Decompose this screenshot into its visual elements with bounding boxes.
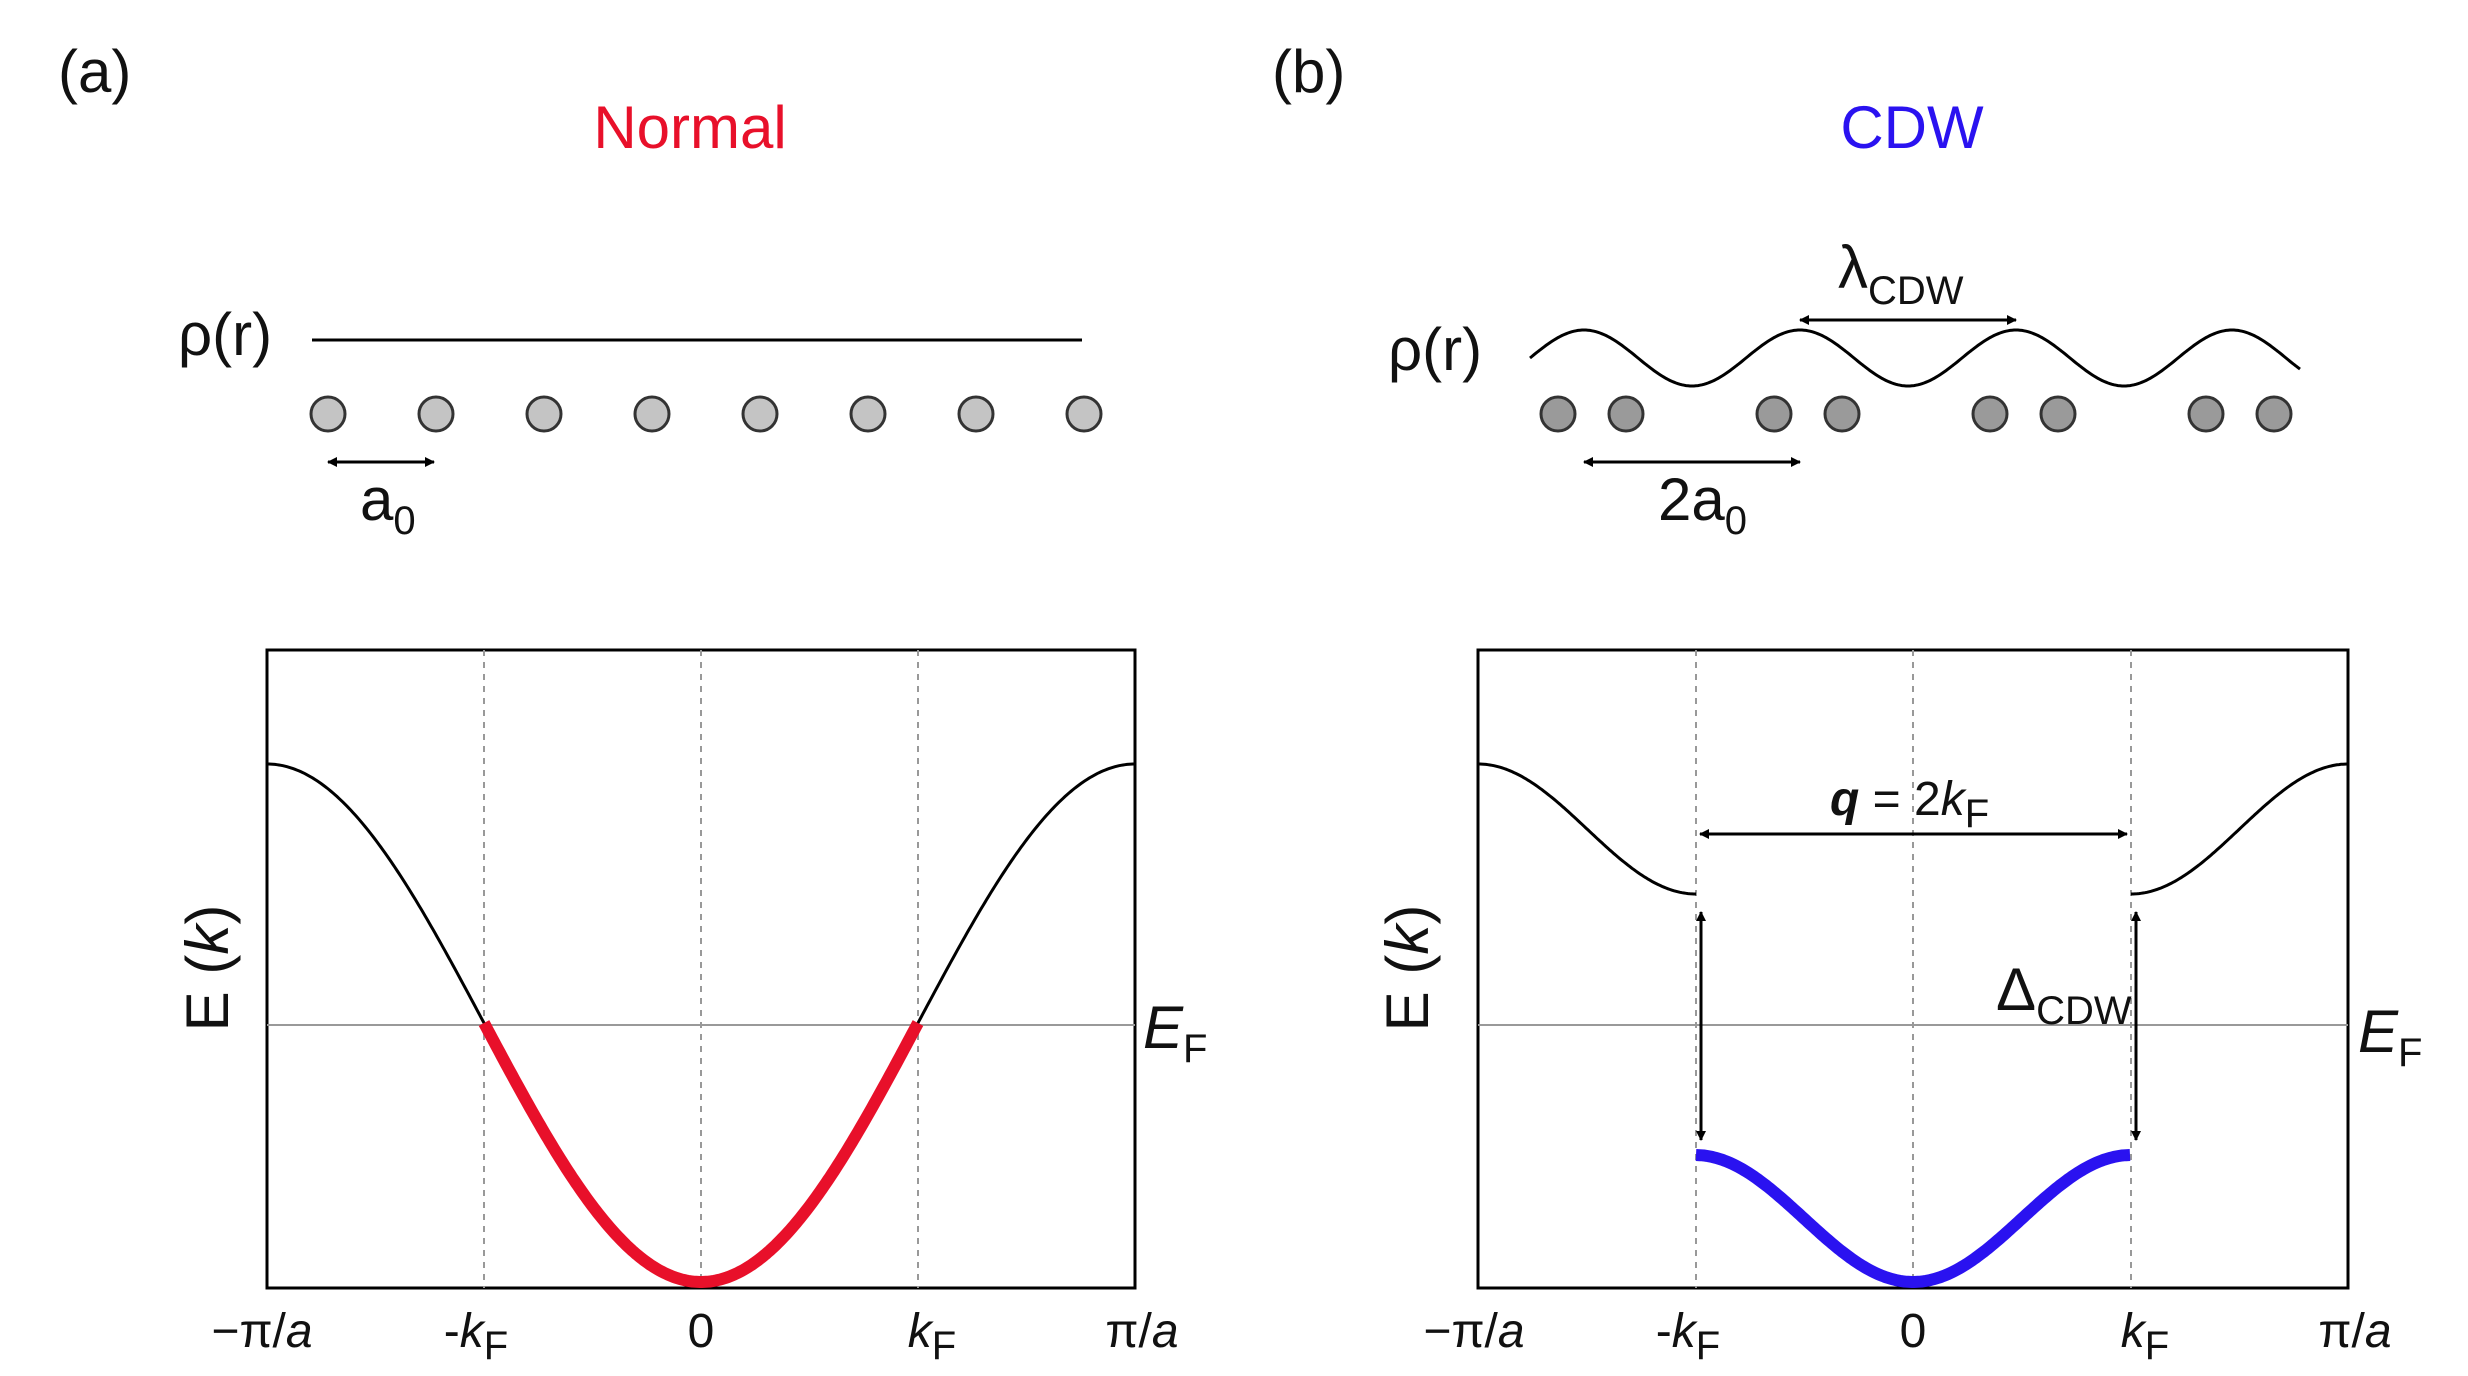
panel-a-tick-pi: π/a (1105, 1305, 1178, 1358)
atom (1971, 395, 2009, 433)
panel-b-tick-zero: 0 (1900, 1305, 1927, 1358)
atom (957, 395, 995, 433)
panel-a-tick-kf: kF (908, 1305, 956, 1368)
panel-b-upper-band-left (1478, 762, 1696, 896)
panel-a-tick-minus-pi: −π/a (211, 1305, 312, 1358)
panel-b-spacing-label: 2a0 (1658, 466, 1747, 543)
panel-a-band-plot: E (k) EF −π/a -kF 0 kF π/a (174, 648, 1207, 1368)
atom (1539, 395, 1577, 433)
panel-b-ylabel: E (k) (1374, 905, 1441, 1032)
panel-b-lambda-label: λCDW (1838, 234, 1964, 313)
panel-a-occupied-band (478, 1020, 924, 1288)
atom (849, 395, 887, 433)
panel-a: (a) Normal ρ(r) a0 E (k) EF −π/a -kF 0 k… (58, 38, 1207, 1368)
atom (633, 395, 671, 433)
atom (1607, 395, 1645, 433)
atom (1755, 395, 1793, 433)
atom (2255, 395, 2293, 433)
atom (1823, 395, 1861, 433)
atom (1065, 395, 1103, 433)
panel-a-ef-label: EF (1143, 994, 1207, 1071)
panel-b-title: CDW (1840, 94, 1984, 161)
panel-b-upper-band-right (2131, 762, 2348, 896)
panel-b-gap-label: ΔCDW (1996, 956, 2132, 1033)
panel-b-q-label: q = 2kF (1830, 773, 1989, 836)
atom (417, 395, 455, 433)
panel-b-lower-band (1695, 1149, 2131, 1288)
panel-a-atoms (309, 395, 1103, 433)
panel-a-spacing-label: a0 (360, 466, 416, 543)
panel-b-letter: (b) (1272, 38, 1345, 105)
panel-b-band-plot: q = 2kF ΔCDW E (k) EF −π/a -kF 0 kF π/a (1374, 648, 2422, 1368)
panel-a-ylabel: E (k) (174, 905, 241, 1032)
panel-a-tick-minus-kf: -kF (444, 1305, 508, 1368)
panel-b-density-wave (1529, 328, 2301, 388)
panel-b-tick-pi: π/a (2318, 1305, 2391, 1358)
panel-a-title: Normal (593, 94, 786, 161)
panel-b-tick-minus-pi: −π/a (1423, 1305, 1524, 1358)
panel-b-tick-minus-kf: -kF (1656, 1305, 1720, 1368)
panel-a-tick-zero: 0 (688, 1305, 715, 1358)
atom (309, 395, 347, 433)
atom (2039, 395, 2077, 433)
panel-b-tick-kf: kF (2121, 1305, 2169, 1368)
atom (2187, 395, 2225, 433)
panel-b-rho-label: ρ(r) (1388, 316, 1482, 383)
panel-a-rho-label: ρ(r) (178, 301, 272, 368)
atom (741, 395, 779, 433)
atom (525, 395, 563, 433)
panel-b-atoms (1539, 395, 2293, 433)
panel-b-ef-label: EF (2358, 998, 2422, 1075)
panel-a-letter: (a) (58, 38, 131, 105)
panel-b: (b) CDW λCDW ρ(r) 2a0 q = 2kF ΔCDW E (k)… (1272, 38, 2422, 1368)
